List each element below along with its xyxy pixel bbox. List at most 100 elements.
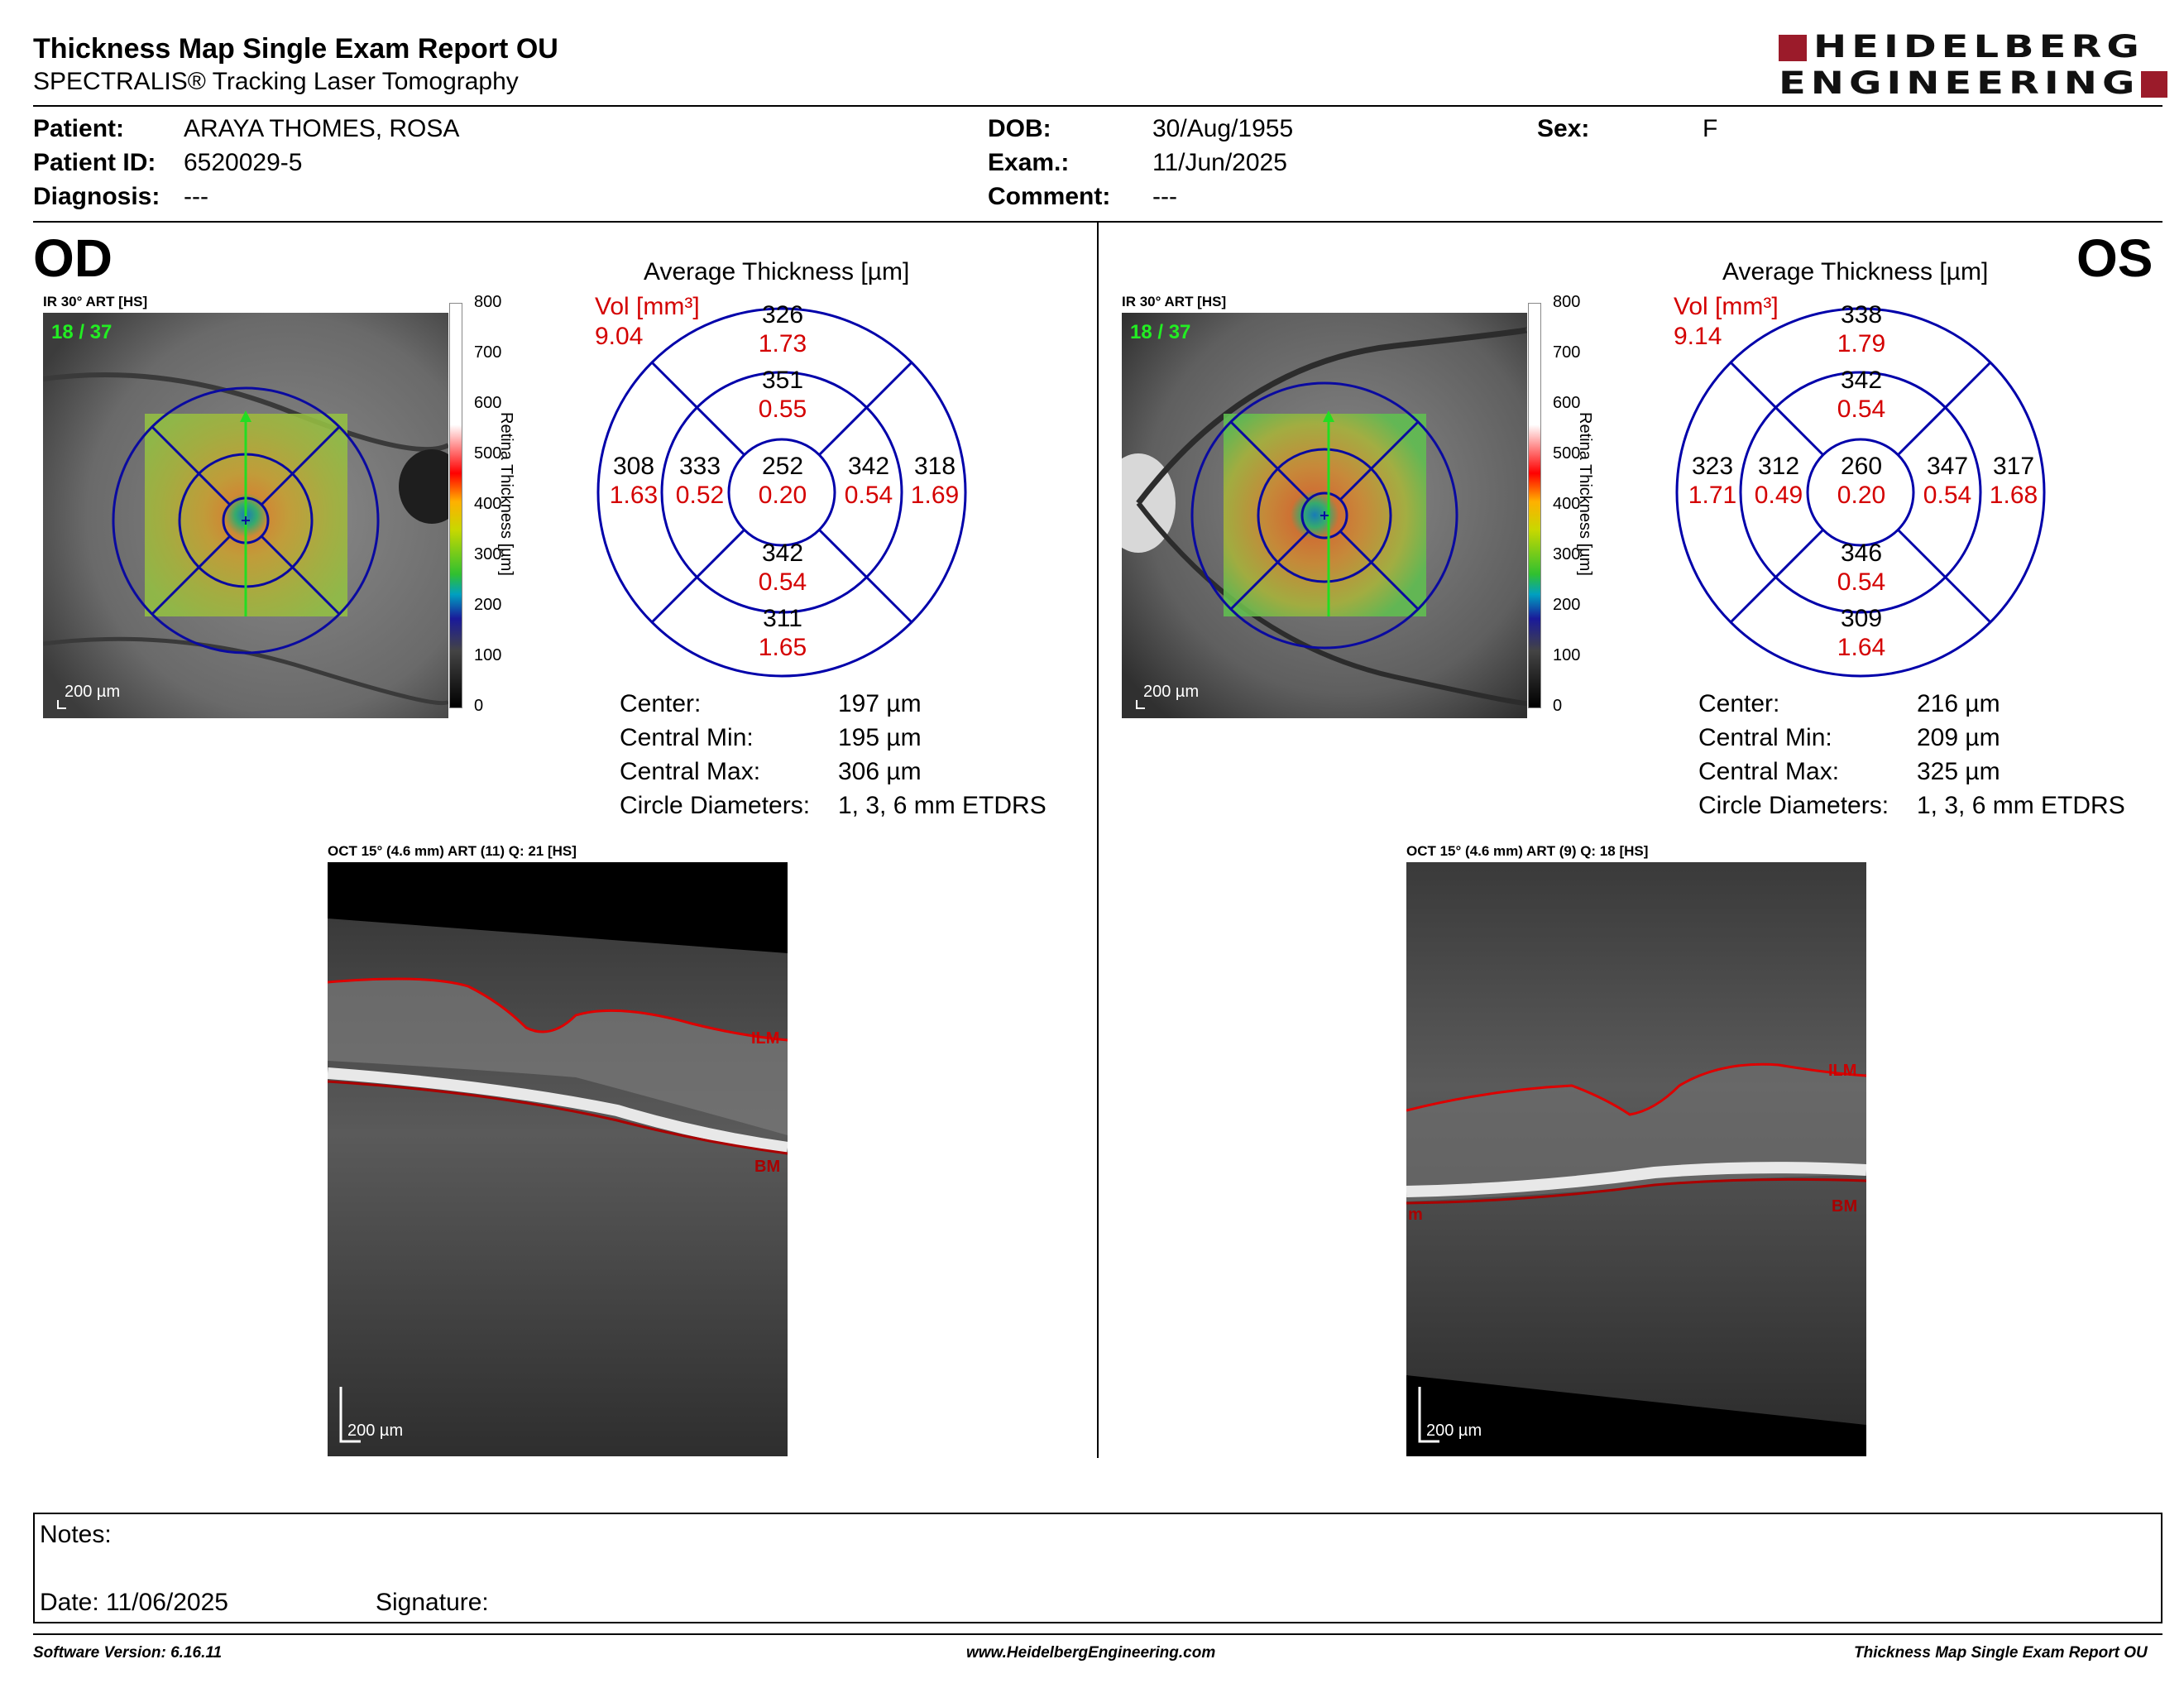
od-bm-label: BM: [754, 1158, 781, 1176]
od-sector-outer-inferior: 311 1.65: [733, 605, 832, 662]
os-frame-count: 18 / 37: [1130, 321, 1191, 343]
os-eye-label: OS: [2076, 228, 2153, 288]
od-etdrs-grid: [596, 307, 967, 678]
os-sector-outer-superior: 338 1.79: [1812, 301, 1911, 358]
od-oi-volume: 1.65: [758, 633, 807, 661]
od-eye-label: OD: [33, 228, 113, 288]
od-oct-image: [328, 862, 788, 1456]
os-ir-label: IR 30° ART [HS]: [1122, 294, 1227, 309]
os-tick-800: 800: [1553, 293, 1581, 311]
od-colorbar: [449, 303, 462, 708]
os-center-volume: 0.20: [1837, 481, 1886, 509]
logo-red-square: [1779, 35, 1807, 61]
od-tick-500: 500: [474, 444, 502, 463]
od-sector-outer-nasal: 318 1.69: [885, 453, 984, 510]
footer-website[interactable]: www.HeidelbergEngineering.com: [966, 1644, 1216, 1662]
header-divider: [33, 105, 2162, 107]
os-sector-outer-temporal: 323 1.71: [1663, 453, 1762, 510]
od-tick-400: 400: [474, 495, 502, 513]
patient-id-label: Patient ID:: [33, 149, 156, 176]
os-tick-300: 300: [1553, 545, 1581, 563]
dob-label: DOB:: [988, 115, 1051, 142]
report-subtitle: SPECTRALIS® Tracking Laser Tomography: [33, 68, 519, 95]
od-it-thickness: 333: [678, 453, 721, 480]
od-frame-count: 18 / 37: [51, 321, 113, 343]
os-it-thickness: 312: [1757, 453, 1800, 480]
diagnosis-value: ---: [184, 183, 208, 210]
os-oi-thickness: 309: [1840, 605, 1883, 632]
od-stat-center-value: 197 µm: [838, 690, 922, 717]
od-tick-600: 600: [474, 394, 502, 412]
comment-label: Comment:: [988, 183, 1111, 210]
os-oi-volume: 1.64: [1837, 633, 1886, 661]
report-title: Thickness Map Single Exam Report OU: [33, 33, 558, 65]
os-vol-value: 9.14: [1674, 323, 1722, 350]
od-colorbar-label: Retina Thickness [µm]: [497, 412, 515, 576]
os-left-marker: m: [1408, 1206, 1423, 1224]
od-center-volume: 0.20: [758, 481, 807, 509]
os-tick-500: 500: [1553, 444, 1581, 463]
od-in-thickness: 342: [847, 453, 890, 480]
os-sector-center: 260 0.20: [1812, 453, 1911, 510]
os-os-thickness: 338: [1840, 301, 1883, 328]
od-stat-min-label: Central Min:: [620, 724, 754, 751]
od-on-volume: 1.69: [910, 481, 960, 509]
od-stat-max-value: 306 µm: [838, 758, 922, 785]
od-in-volume: 0.54: [844, 481, 893, 509]
od-is-volume: 0.55: [758, 395, 807, 423]
os-sector-inner-nasal: 347 0.54: [1898, 453, 1997, 510]
patient-label: Patient:: [33, 115, 125, 142]
od-tick-700: 700: [474, 343, 502, 362]
os-in-volume: 0.54: [1923, 481, 1972, 509]
notes-signature: Signature:: [376, 1589, 489, 1616]
os-tick-400: 400: [1553, 495, 1581, 513]
os-os-volume: 1.79: [1837, 329, 1886, 357]
od-ii-thickness: 342: [761, 539, 804, 567]
os-tick-200: 200: [1553, 596, 1581, 614]
od-sector-inner-inferior: 342 0.54: [733, 539, 832, 597]
od-sector-inner-nasal: 342 0.54: [819, 453, 918, 510]
notes-box: [33, 1513, 2162, 1623]
os-tick-0: 0: [1553, 697, 1563, 715]
os-stat-center-value: 216 µm: [1917, 690, 2000, 717]
od-oi-thickness: 311: [763, 605, 802, 632]
od-tick-300: 300: [474, 545, 502, 563]
os-ilm-label: ILM: [1828, 1062, 1857, 1080]
comment-value: ---: [1152, 183, 1177, 210]
os-colorbar: [1528, 303, 1541, 708]
od-on-thickness: 318: [913, 453, 956, 480]
od-stat-diam-label: Circle Diameters:: [620, 792, 811, 819]
od-stat-center-label: Center:: [620, 690, 702, 717]
os-ot-volume: 1.71: [1688, 481, 1737, 509]
od-center-thickness: 252: [761, 453, 804, 480]
notes-label: Notes:: [40, 1521, 112, 1548]
od-chart-title: Average Thickness [µm]: [644, 258, 910, 285]
logo-word-2: ENGINEERING: [1779, 65, 2140, 102]
od-ir-label: IR 30° ART [HS]: [43, 294, 148, 309]
od-it-volume: 0.52: [675, 481, 725, 509]
od-sector-outer-superior: 326 1.73: [733, 301, 832, 358]
sex-label: Sex:: [1537, 115, 1590, 142]
os-oct-image: [1406, 862, 1866, 1456]
od-stat-diam-value: 1, 3, 6 mm ETDRS: [838, 792, 1046, 819]
logo-red-square-2: [2141, 71, 2167, 98]
os-stat-diam-value: 1, 3, 6 mm ETDRS: [1917, 792, 2125, 819]
od-fundus-scale: 200 µm: [65, 683, 121, 701]
patient-name: ARAYA THOMES, ROSA: [184, 115, 460, 142]
od-vol-value: 9.04: [595, 323, 644, 350]
os-stat-min-value: 209 µm: [1917, 724, 2000, 751]
os-ot-thickness: 323: [1691, 453, 1734, 480]
os-sector-inner-superior: 342 0.54: [1812, 367, 1911, 424]
od-os-volume: 1.73: [758, 329, 807, 357]
exam-label: Exam.:: [988, 149, 1070, 176]
footer-divider: [33, 1633, 2162, 1635]
os-center-thickness: 260: [1840, 453, 1883, 480]
logo-word-1: HEIDELBERG: [1813, 28, 2144, 65]
od-tick-200: 200: [474, 596, 502, 614]
od-sector-inner-temporal: 333 0.52: [650, 453, 750, 510]
os-it-volume: 0.49: [1754, 481, 1803, 509]
os-colorbar-label: Retina Thickness [µm]: [1576, 412, 1594, 576]
os-etdrs-grid: [1675, 307, 2046, 678]
os-tick-600: 600: [1553, 394, 1581, 412]
od-stat-min-value: 195 µm: [838, 724, 922, 751]
